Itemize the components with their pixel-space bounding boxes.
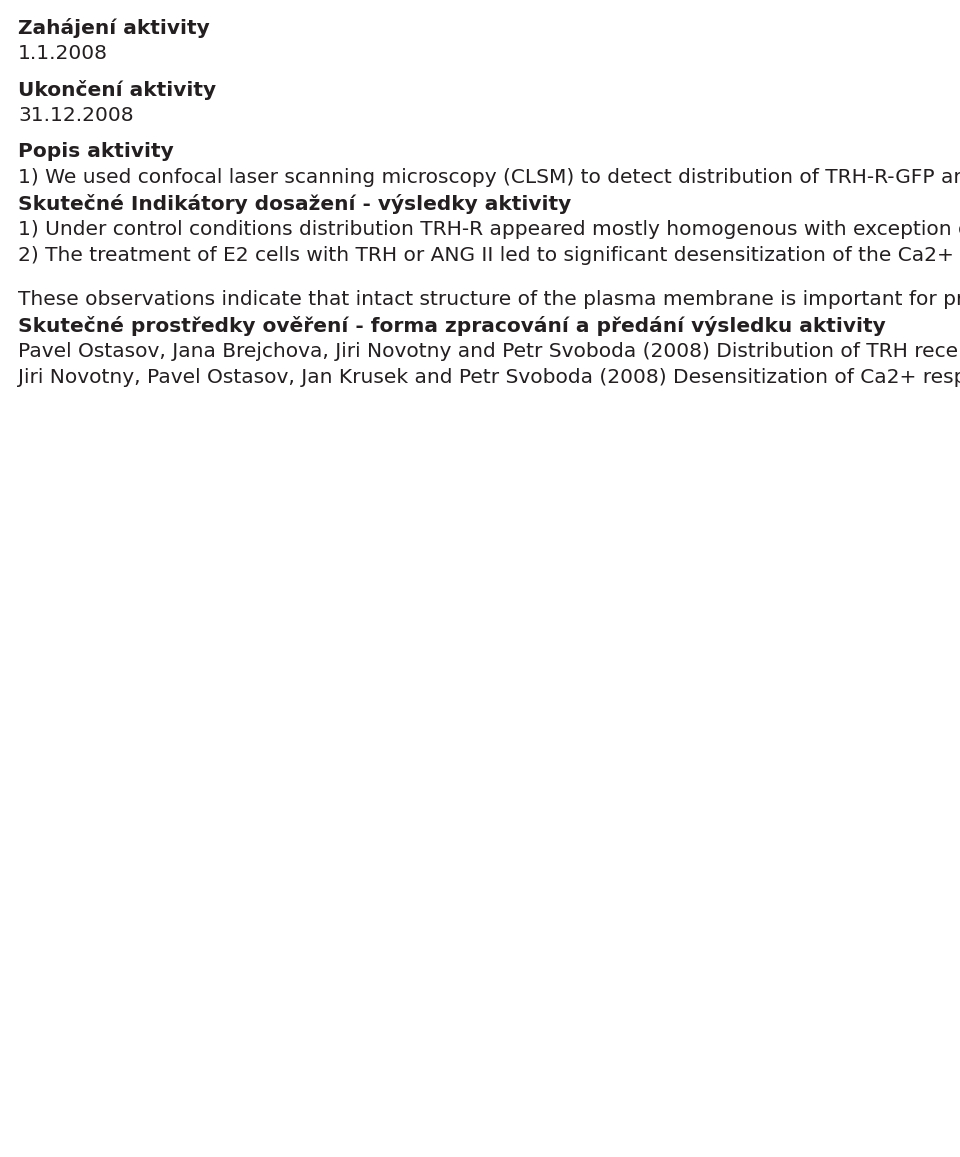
Text: 31.12.2008: 31.12.2008 xyxy=(18,106,133,125)
Text: 1) Under control conditions distribution TRH-R appeared mostly homogenous with e: 1) Under control conditions distribution… xyxy=(18,220,960,239)
Text: Skutečné Indikátory dosažení - výsledky aktivity: Skutečné Indikátory dosažení - výsledky … xyxy=(18,194,571,214)
Text: 1.1.2008: 1.1.2008 xyxy=(18,44,108,62)
Text: Pavel Ostasov, Jana Brejchova, Jiri Novotny and Petr Svoboda (2008) Distribution: Pavel Ostasov, Jana Brejchova, Jiri Novo… xyxy=(18,342,960,361)
Text: Jiri Novotny, Pavel Ostasov, Jan Krusek and Petr Svoboda (2008) Desensitization : Jiri Novotny, Pavel Ostasov, Jan Krusek … xyxy=(18,368,960,386)
Text: Zahájení aktivity: Zahájení aktivity xyxy=(18,19,209,38)
Text: Skutečné prostředky ověření - forma zpracování a předání výsledku aktivity: Skutečné prostředky ověření - forma zpra… xyxy=(18,316,886,336)
Text: Ukončení aktivity: Ukončení aktivity xyxy=(18,80,216,100)
Text: Popis aktivity: Popis aktivity xyxy=(18,142,174,161)
Text: 2) The treatment of E2 cells with TRH or ANG II led to significant desensitizati: 2) The treatment of E2 cells with TRH or… xyxy=(18,246,960,265)
Text: These observations indicate that intact structure of the plasma membrane is impo: These observations indicate that intact … xyxy=(18,290,960,309)
Text: 1) We used confocal laser scanning microscopy (CLSM) to detect distribution of T: 1) We used confocal laser scanning micro… xyxy=(18,168,960,187)
